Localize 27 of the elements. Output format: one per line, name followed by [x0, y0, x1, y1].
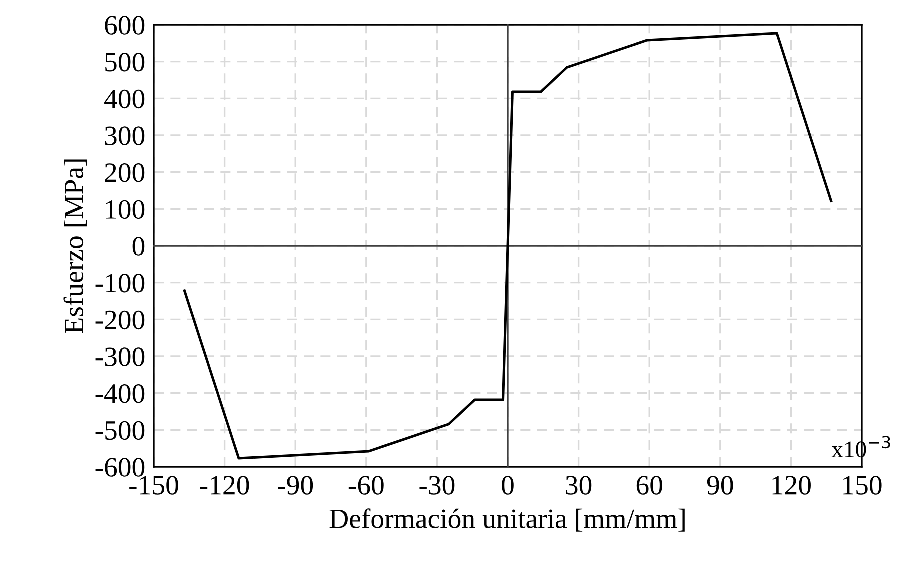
- y-tick-label: -600: [96, 458, 145, 477]
- x-tick-label: 150: [844, 476, 882, 495]
- x-axis-title: Deformación unitaria [mm/mm]: [330, 508, 685, 532]
- y-axis-title: Esfuerzo [MPa]: [64, 160, 87, 334]
- y-tick-label: -400: [96, 384, 145, 404]
- y-tick-label: 100: [106, 200, 145, 220]
- y-tick-label: 300: [105, 126, 145, 146]
- y-tick-label: -500: [96, 421, 145, 440]
- y-tick-label: 0: [132, 237, 145, 256]
- x-tick-label: -150: [130, 476, 178, 495]
- x-tick-label: 0: [502, 476, 514, 495]
- y-tick-label: -300: [96, 348, 145, 366]
- x-tick-label: -90: [278, 476, 314, 495]
- y-tick-label: 200: [105, 164, 145, 182]
- y-tick-label: 600: [105, 16, 145, 35]
- x-tick-label: -120: [200, 476, 250, 495]
- y-tick-label: -100: [96, 274, 145, 293]
- y-tick-label: -200: [96, 310, 145, 330]
- x-tick-label: 90: [707, 476, 734, 495]
- x-tick-label: -60: [348, 476, 384, 495]
- y-tick-label: 400: [104, 90, 145, 109]
- line-series: [183, 32, 833, 460]
- x-tick-label: 60: [636, 476, 662, 495]
- x-tick-label: 30: [566, 476, 592, 495]
- y-tick-label: 500: [106, 53, 145, 72]
- x-tick-label: -30: [420, 476, 455, 495]
- x-tick-label: 120: [772, 476, 811, 495]
